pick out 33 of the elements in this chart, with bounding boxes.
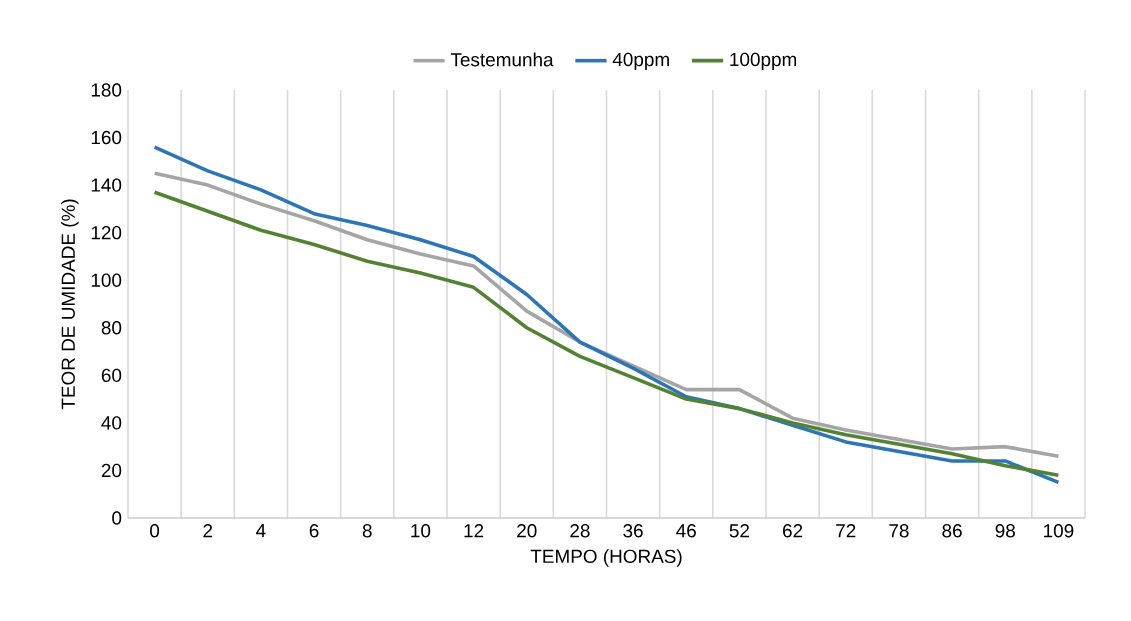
y-axis-title: TEOR DE UMIDADE (%) (61, 199, 79, 410)
x-tick-label: 36 (623, 524, 643, 538)
x-tick-label: 72 (836, 524, 856, 538)
y-tick-label: 120 (91, 225, 122, 240)
y-tick-label: 0 (112, 511, 122, 525)
y-tick-label: 80 (101, 321, 122, 335)
x-tick-label: 109 (1044, 524, 1074, 538)
x-tick-label: 6 (309, 524, 319, 538)
legend-label: 100ppm (730, 52, 797, 70)
legend-label: 40ppm (612, 52, 669, 70)
x-tick-label: 46 (676, 524, 696, 538)
x-tick-label: 20 (517, 524, 537, 538)
y-tick-label: 20 (101, 463, 122, 478)
x-tick-label: 12 (464, 524, 484, 538)
x-tick-label: 2 (203, 524, 213, 538)
x-axis-title: TEMPO (HORAS) (530, 549, 682, 567)
y-tick-label: 140 (91, 178, 122, 192)
x-tick-label: 98 (995, 524, 1015, 538)
x-tick-label: 62 (783, 524, 803, 538)
y-tick-label: 100 (91, 273, 122, 287)
legend-label: Testemunha (450, 52, 554, 67)
x-tick-label: 78 (889, 524, 909, 538)
x-tick-label: 86 (942, 524, 962, 538)
y-tick-label: 60 (101, 368, 122, 383)
y-tick-label: 180 (91, 83, 122, 97)
x-tick-label: 0 (150, 524, 160, 538)
x-tick-label: 8 (362, 524, 372, 538)
x-tick-label: 10 (411, 524, 431, 538)
y-tick-label: 40 (101, 416, 122, 430)
x-tick-label: 4 (256, 524, 266, 538)
y-tick-label: 160 (91, 130, 122, 145)
x-tick-label: 52 (729, 524, 750, 538)
x-tick-label: 28 (570, 524, 590, 538)
